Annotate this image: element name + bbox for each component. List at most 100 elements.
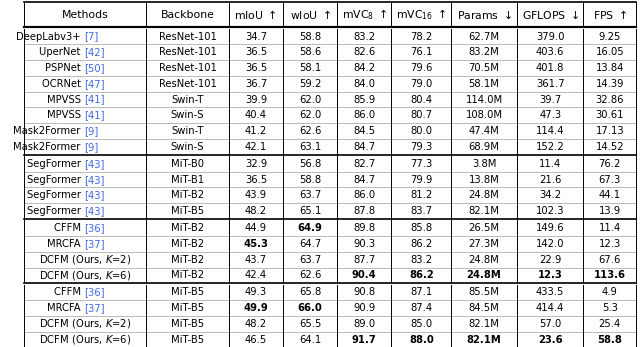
Text: [37]: [37] [84,303,104,313]
Text: 45.3: 45.3 [243,239,268,249]
Text: 85.9: 85.9 [353,94,376,104]
Text: UperNet: UperNet [39,47,84,57]
Text: 23.6: 23.6 [538,335,563,345]
Text: 86.2: 86.2 [410,239,433,249]
Text: 40.4: 40.4 [245,110,267,120]
Text: 65.8: 65.8 [299,287,321,297]
Text: 87.1: 87.1 [410,287,433,297]
Text: 102.3: 102.3 [536,206,564,216]
Text: 85.8: 85.8 [410,223,432,233]
Text: 89.8: 89.8 [353,223,376,233]
Text: 84.7: 84.7 [353,142,376,152]
Text: DCFM (Ours, $\mathit{K}$=6): DCFM (Ours, $\mathit{K}$=6) [39,269,131,282]
Text: SegFormer: SegFormer [27,175,84,185]
Text: 64.9: 64.9 [298,223,323,233]
Text: SegFormer: SegFormer [27,159,84,169]
Text: 401.8: 401.8 [536,63,564,73]
Text: 149.6: 149.6 [536,223,564,233]
Text: 83.7: 83.7 [410,206,432,216]
Text: MiT-B5: MiT-B5 [171,319,204,329]
Text: 36.5: 36.5 [244,63,267,73]
Text: MRCFA: MRCFA [47,303,84,313]
Text: ResNet-101: ResNet-101 [159,63,216,73]
Text: [41]: [41] [84,110,104,120]
Text: 11.4: 11.4 [598,223,621,233]
Text: 90.4: 90.4 [352,270,377,280]
Text: 79.6: 79.6 [410,63,433,73]
Text: 90.3: 90.3 [353,239,376,249]
Text: 62.0: 62.0 [299,110,321,120]
Text: 84.5M: 84.5M [468,303,499,313]
Text: ResNet-101: ResNet-101 [159,79,216,89]
Text: 80.0: 80.0 [410,126,432,136]
Text: 63.7: 63.7 [299,191,321,200]
Text: Params $\downarrow$: Params $\downarrow$ [456,9,511,21]
Text: 65.5: 65.5 [299,319,321,329]
Text: 56.8: 56.8 [299,159,321,169]
Text: wIoU $\uparrow$: wIoU $\uparrow$ [289,8,331,21]
Text: 89.0: 89.0 [353,319,376,329]
Text: Mask2Former: Mask2Former [13,126,84,136]
Text: MiT-B5: MiT-B5 [171,206,204,216]
Text: 91.7: 91.7 [352,335,377,345]
Text: 403.6: 403.6 [536,47,564,57]
Text: 48.2: 48.2 [245,206,267,216]
Text: [47]: [47] [84,79,104,89]
Text: 79.9: 79.9 [410,175,433,185]
Text: 14.39: 14.39 [595,79,624,89]
Text: 82.1M: 82.1M [467,335,502,345]
Text: 379.0: 379.0 [536,32,564,42]
Text: ResNet-101: ResNet-101 [159,47,216,57]
Text: Swin-T: Swin-T [172,126,204,136]
Text: 9.25: 9.25 [598,32,621,42]
Text: 17.13: 17.13 [595,126,624,136]
Text: MiT-B5: MiT-B5 [171,335,204,345]
Text: 42.4: 42.4 [245,270,267,280]
Text: 62.6: 62.6 [299,126,321,136]
Text: 22.9: 22.9 [539,255,561,265]
Text: 86.0: 86.0 [353,110,376,120]
Text: CFFM: CFFM [54,287,84,297]
Text: 36.7: 36.7 [244,79,267,89]
Text: MiT-B2: MiT-B2 [171,255,204,265]
Text: 57.0: 57.0 [539,319,561,329]
Text: 90.8: 90.8 [353,287,376,297]
Text: 36.5: 36.5 [244,47,267,57]
Text: [42]: [42] [84,47,104,57]
Text: 21.6: 21.6 [539,175,561,185]
Text: [9]: [9] [84,142,98,152]
Text: 83.2M: 83.2M [468,47,499,57]
Text: 86.0: 86.0 [353,191,376,200]
Text: 85.0: 85.0 [410,319,432,329]
Text: Methods: Methods [61,10,108,20]
Text: 16.05: 16.05 [595,47,624,57]
Text: 78.2: 78.2 [410,32,433,42]
Text: [41]: [41] [84,94,104,104]
Text: 44.9: 44.9 [245,223,267,233]
Text: 81.2: 81.2 [410,191,433,200]
Text: 64.7: 64.7 [299,239,321,249]
Text: MPVSS: MPVSS [47,94,84,104]
Text: 39.7: 39.7 [539,94,561,104]
Text: 114.0M: 114.0M [465,94,502,104]
Text: [37]: [37] [84,239,104,249]
Text: PSPNet: PSPNet [45,63,84,73]
Text: Swin-S: Swin-S [171,110,204,120]
Text: 414.4: 414.4 [536,303,564,313]
Text: MiT-B0: MiT-B0 [171,159,204,169]
Text: 68.9M: 68.9M [468,142,500,152]
Text: [50]: [50] [84,63,104,73]
Text: 13.84: 13.84 [596,63,624,73]
Text: 13.8M: 13.8M [468,175,499,185]
Text: DCFM (Ours, $\mathit{K}$=6): DCFM (Ours, $\mathit{K}$=6) [39,333,131,346]
Text: [43]: [43] [84,159,104,169]
Text: 39.9: 39.9 [244,94,267,104]
Text: 12.3: 12.3 [538,270,563,280]
Text: 49.3: 49.3 [245,287,267,297]
Text: 12.3: 12.3 [598,239,621,249]
Text: 67.6: 67.6 [598,255,621,265]
Text: 85.5M: 85.5M [468,287,500,297]
Text: 84.0: 84.0 [353,79,376,89]
Text: 79.3: 79.3 [410,142,433,152]
Text: [43]: [43] [84,175,104,185]
